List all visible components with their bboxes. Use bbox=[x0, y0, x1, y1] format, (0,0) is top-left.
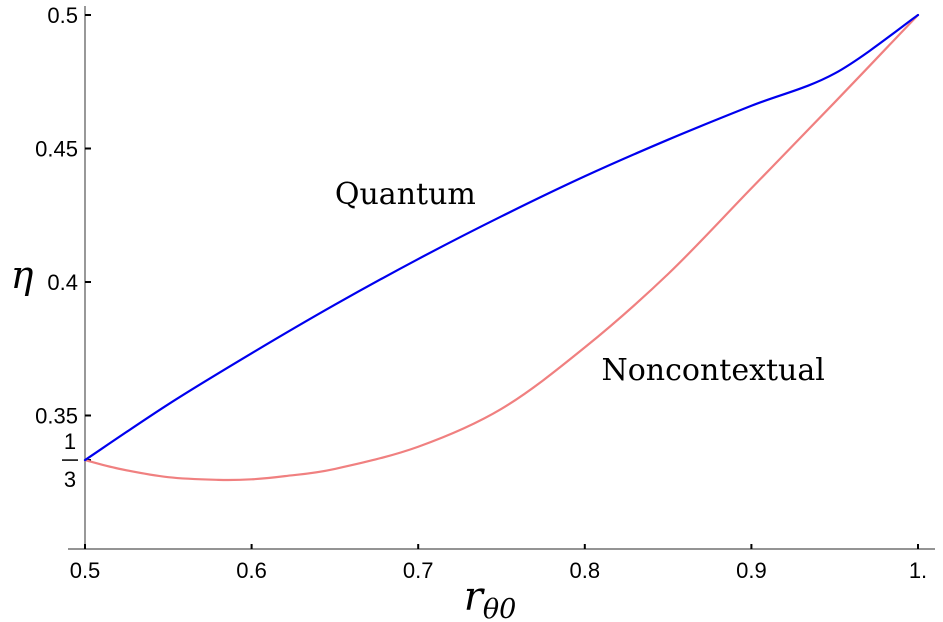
x-axis-title: rθ0 bbox=[464, 574, 517, 622]
y-tick-label: 0.45 bbox=[35, 137, 78, 162]
series-line-noncontextual bbox=[83, 13, 920, 482]
series-lines bbox=[83, 13, 920, 482]
x-tick-label: 0.6 bbox=[236, 558, 267, 583]
y-axis-title: η bbox=[11, 253, 34, 297]
y-tick-label: 0.5 bbox=[47, 3, 78, 28]
x-tick-label: 0.7 bbox=[403, 558, 434, 583]
axes bbox=[68, 6, 935, 550]
annotation-quantum: Quantum bbox=[335, 177, 476, 212]
x-tick-label: 1. bbox=[909, 558, 927, 583]
y-special-tick-numerator: 1 bbox=[64, 429, 76, 454]
x-axis-title-subscript: θ0 bbox=[483, 594, 516, 622]
x-axis-title-main: r bbox=[464, 574, 486, 620]
series-line-quantum bbox=[83, 13, 920, 462]
annotations: Quantum Noncontextual bbox=[335, 177, 825, 388]
x-tick-label: 0.8 bbox=[570, 558, 601, 583]
y-ticks: 0.35 0.4 0.45 0.5 bbox=[35, 3, 91, 429]
x-ticks: 0.5 0.6 0.7 0.8 0.9 1. bbox=[70, 544, 927, 583]
x-tick-label: 0.9 bbox=[736, 558, 767, 583]
y-tick-label: 0.4 bbox=[47, 270, 78, 295]
y-tick-label: 0.35 bbox=[35, 404, 78, 429]
annotation-noncontextual: Noncontextual bbox=[601, 353, 824, 388]
y-special-tick-denominator: 3 bbox=[64, 467, 76, 492]
x-tick-label: 0.5 bbox=[70, 558, 101, 583]
